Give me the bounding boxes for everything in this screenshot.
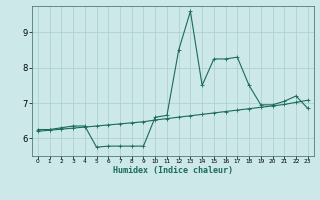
X-axis label: Humidex (Indice chaleur): Humidex (Indice chaleur) [113, 166, 233, 175]
